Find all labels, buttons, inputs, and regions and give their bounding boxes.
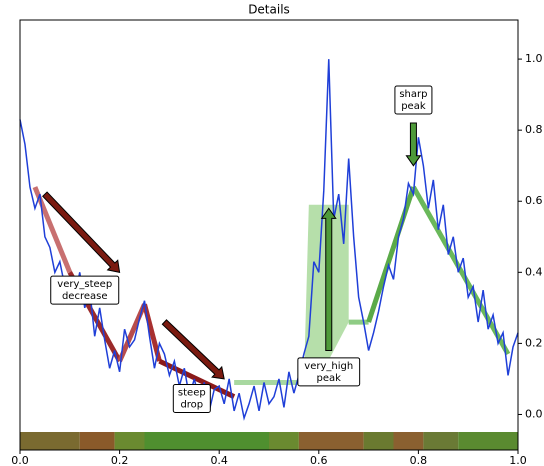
strip-segment (79, 432, 115, 450)
annotation-text: sharp peak (399, 89, 427, 112)
annotation: very_high peak (297, 357, 361, 387)
data-line (19, 59, 519, 421)
strip-segment (458, 432, 518, 450)
strip-segment (144, 432, 269, 450)
x-tick-label: 0.6 (310, 454, 328, 466)
y-tick-label: 0.2 (525, 336, 543, 349)
annotation-text: steep drop (178, 387, 206, 410)
annotation-box (50, 275, 120, 305)
annotation: steep drop (172, 383, 211, 413)
annotation-box (297, 357, 361, 387)
strip-segment (423, 432, 459, 450)
chart-title: Details (248, 3, 290, 17)
strip-segment (363, 432, 394, 450)
annotation-box (172, 383, 211, 413)
strip-segment (114, 432, 145, 450)
annotation: sharp peak (394, 85, 433, 115)
trend-line (411, 185, 511, 356)
y-tick-label: 0.4 (525, 265, 543, 278)
annotation-arrow (320, 207, 337, 351)
x-tick-label: 0.2 (111, 454, 129, 466)
annotation-text: very_steep decrease (57, 279, 112, 302)
annotation: very_steep decrease (50, 275, 120, 305)
annotation-box (394, 85, 433, 115)
y-tick-label: 0.0 (525, 407, 543, 420)
annotation-text: very_high peak (304, 361, 353, 384)
plot-frame (19, 19, 519, 451)
strip-segment (269, 432, 299, 450)
annotation-arrow (42, 191, 121, 273)
x-tick-label: 0.8 (410, 454, 428, 466)
y-tick-label: 1.0 (525, 52, 543, 65)
trend-line (366, 186, 416, 323)
x-tick-label: 0.0 (11, 454, 29, 466)
strip-segment (298, 432, 364, 450)
y-tick-label: 0.8 (525, 123, 543, 136)
annotation-arrow (405, 122, 422, 167)
x-tick-label: 1.0 (509, 454, 527, 466)
strip-segment (20, 432, 80, 450)
strip-segment (393, 432, 424, 450)
annotation-arrow (161, 319, 225, 380)
x-tick-label: 0.4 (210, 454, 228, 466)
y-tick-label: 0.6 (525, 194, 543, 207)
